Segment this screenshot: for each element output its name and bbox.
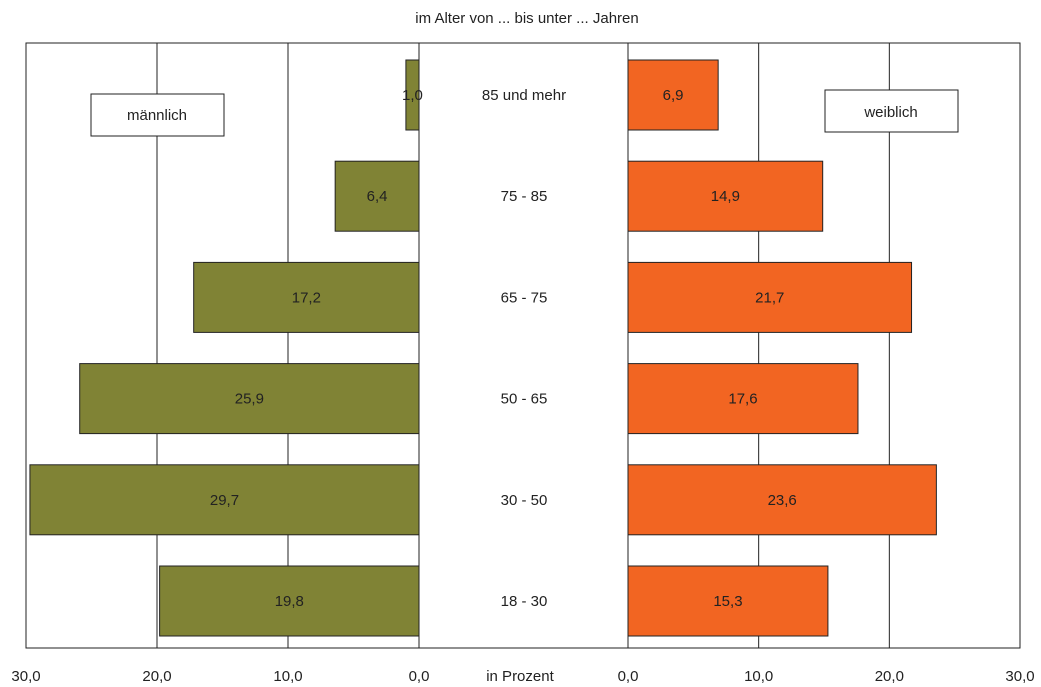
bar-weiblich bbox=[627, 363, 859, 435]
bar-weiblich bbox=[627, 59, 719, 131]
data-label-weiblich: 21,7 bbox=[755, 289, 784, 306]
tick-label-right: 30,0 bbox=[1005, 668, 1034, 685]
tick-label-left: 10,0 bbox=[273, 668, 302, 685]
tick-label-right: 10,0 bbox=[744, 668, 773, 685]
bar-maennlich bbox=[334, 160, 420, 232]
tick-label-left: 20,0 bbox=[142, 668, 171, 685]
bar-maennlich bbox=[405, 59, 420, 131]
data-label-weiblich: 15,3 bbox=[713, 593, 742, 610]
legend-box-maennlich bbox=[90, 93, 225, 137]
bar-weiblich bbox=[627, 565, 829, 637]
data-label-maennlich: 17,2 bbox=[292, 289, 321, 306]
data-label-weiblich: 17,6 bbox=[728, 391, 757, 408]
legend-label-weiblich: weiblich bbox=[863, 104, 917, 121]
bar-maennlich bbox=[159, 565, 420, 637]
data-label-weiblich: 14,9 bbox=[711, 188, 740, 205]
tick-label-right: 20,0 bbox=[875, 668, 904, 685]
bar-weiblich bbox=[627, 261, 913, 333]
data-label-maennlich: 29,7 bbox=[210, 492, 239, 509]
legend-box-weiblich bbox=[824, 89, 959, 133]
category-label: 30 - 50 bbox=[501, 492, 548, 509]
category-label: 18 - 30 bbox=[501, 593, 548, 610]
tick-label-right: 0,0 bbox=[618, 668, 639, 685]
bar-weiblich bbox=[627, 464, 937, 536]
x-axis-label: in Prozent bbox=[486, 668, 554, 685]
category-label: 85 und mehr bbox=[482, 87, 566, 104]
category-label: 50 - 65 bbox=[501, 391, 548, 408]
tick-label-left: 0,0 bbox=[409, 668, 430, 685]
data-label-maennlich: 1,0 bbox=[402, 87, 423, 104]
bar-weiblich bbox=[627, 160, 824, 232]
data-label-weiblich: 23,6 bbox=[768, 492, 797, 509]
category-label: 75 - 85 bbox=[501, 188, 548, 205]
category-label: 65 - 75 bbox=[501, 289, 548, 306]
bar-maennlich bbox=[29, 464, 420, 536]
bar-maennlich bbox=[193, 261, 420, 333]
legend-label-maennlich: männlich bbox=[127, 107, 187, 124]
data-label-weiblich: 6,9 bbox=[663, 87, 684, 104]
data-label-maennlich: 6,4 bbox=[367, 188, 388, 205]
data-label-maennlich: 19,8 bbox=[275, 593, 304, 610]
chart-subtitle: im Alter von ... bis unter ... Jahren bbox=[415, 10, 638, 27]
tick-label-left: 30,0 bbox=[11, 668, 40, 685]
bar-maennlich bbox=[79, 363, 420, 435]
data-label-maennlich: 25,9 bbox=[235, 391, 264, 408]
